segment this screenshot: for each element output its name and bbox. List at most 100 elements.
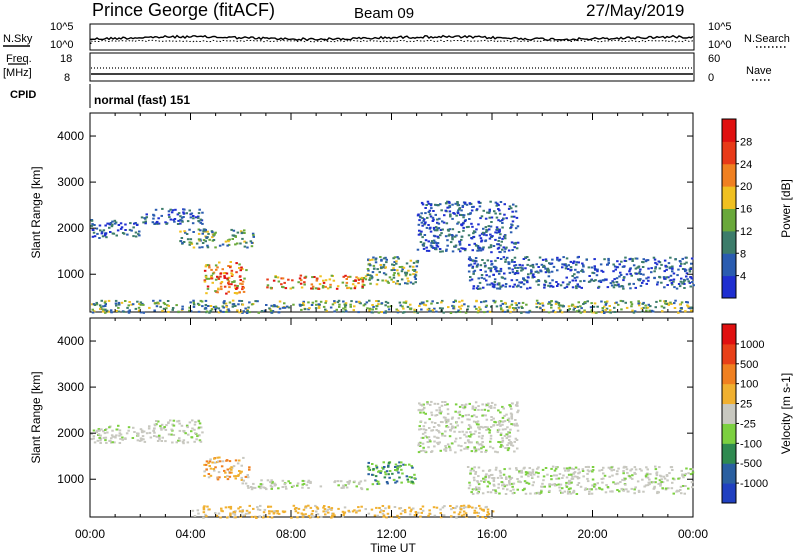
power-cell-6 (480, 239, 484, 242)
power-cell-5 (368, 277, 372, 280)
power-cell-8 (459, 307, 462, 310)
power-cell-4 (287, 278, 290, 281)
power-cell-8 (131, 303, 135, 306)
power-cell-7 (590, 279, 593, 282)
velocity-cell-4 (380, 470, 383, 473)
power-cell-8 (624, 301, 627, 304)
power-cell-7 (665, 265, 669, 268)
velocity-cell-2 (236, 475, 240, 477)
velocity-frame (89, 317, 694, 518)
velocity-cell-4 (387, 473, 390, 476)
velocity-cell-4 (395, 469, 399, 472)
velocity-cell-7 (468, 505, 472, 508)
velocity-cell-5 (450, 427, 454, 430)
velocity-cell-5 (496, 424, 499, 426)
power-cell-6 (487, 211, 491, 214)
power-cell-8 (586, 300, 589, 303)
power-cell-8 (583, 301, 587, 304)
velocity-cell-6 (653, 485, 656, 488)
power-cell-1 (144, 222, 147, 225)
velocity-cell-3 (263, 486, 267, 489)
velocity-cell-5 (501, 428, 505, 431)
velocity-cell-6 (554, 467, 558, 470)
power-cell-1 (199, 218, 203, 221)
velocity-cell-6 (619, 481, 622, 483)
power-cell-2 (204, 228, 207, 231)
velocity-cell-5 (433, 445, 436, 448)
power-colorbar-segment (722, 230, 736, 254)
power-cell-6 (448, 233, 451, 236)
velocity-cell-6 (627, 490, 630, 493)
power-cell-7 (524, 256, 527, 259)
power-cell-6 (478, 246, 481, 249)
velocity-cell-5 (481, 444, 484, 447)
power-cell-6 (472, 230, 476, 233)
power-cell-7 (681, 282, 684, 285)
power-cell-6 (499, 251, 502, 254)
velocity-cell-1 (159, 425, 162, 428)
velocity-cell-6 (504, 493, 508, 495)
power-cell-7 (487, 267, 491, 270)
velocity-cell-5 (487, 402, 490, 405)
power-cell-8 (248, 311, 251, 314)
power-cell-6 (436, 221, 439, 224)
velocity-cell-6 (607, 466, 611, 469)
power-cell-5 (379, 256, 382, 258)
velocity-cell-4 (371, 483, 375, 486)
power-cell-5 (387, 281, 390, 284)
velocity-cell-6 (535, 471, 538, 474)
velocity-cell-7 (427, 514, 430, 517)
power-cell-2 (205, 236, 208, 239)
power-cell-8 (350, 300, 353, 303)
power-cell-7 (529, 272, 533, 275)
velocity-cell-6 (594, 488, 598, 491)
velocity-cell-6 (654, 465, 657, 468)
power-cell-8 (608, 305, 611, 307)
power-cell-7 (576, 256, 580, 259)
velocity-cell-5 (508, 420, 511, 423)
power-cell-7 (467, 258, 471, 261)
power-cell-1 (183, 208, 186, 211)
velocity-cell-7 (294, 507, 298, 509)
power-cell-6 (468, 243, 471, 246)
power-cell-6 (503, 203, 506, 206)
power-cell-5 (413, 270, 416, 272)
power-cell-7 (520, 269, 523, 272)
velocity-cell-6 (646, 476, 650, 479)
power-cell-7 (492, 285, 495, 288)
power-cell-7 (564, 267, 568, 270)
velocity-cell-7 (331, 515, 334, 518)
velocity-cell-7 (254, 515, 257, 518)
velocity-cell-5 (464, 414, 468, 417)
velocity-cell-3 (309, 480, 312, 483)
power-cell-6 (439, 229, 443, 231)
power-cell-6 (489, 225, 493, 228)
power-cell-7 (580, 286, 583, 289)
power-cell-6 (420, 212, 423, 215)
velocity-cell-3 (348, 479, 351, 482)
power-cell-6 (462, 222, 465, 225)
velocity-cell-7 (309, 516, 312, 519)
velocity-cell-6 (503, 485, 507, 488)
velocity-cell-5 (424, 450, 427, 453)
power-ytick-label: 1000 (57, 267, 84, 281)
power-cell-3 (217, 287, 220, 290)
velocity-cell-0 (110, 434, 114, 437)
velocity-cell-5 (462, 406, 465, 409)
power-cell-6 (451, 203, 454, 206)
power-cell-6 (451, 217, 454, 220)
velocity-cell-4 (385, 470, 389, 473)
power-cell-3 (206, 285, 210, 288)
power-cell-2 (190, 242, 194, 245)
power-cell-8 (494, 300, 497, 303)
velocity-cell-4 (387, 465, 390, 468)
velocity-cell-0 (125, 432, 129, 435)
velocity-cell-4 (376, 482, 379, 485)
power-cell-8 (122, 310, 126, 313)
velocity-cell-5 (499, 432, 503, 435)
velocity-cell-6 (542, 475, 546, 478)
power-cell-7 (537, 266, 540, 268)
power-cell-6 (448, 210, 452, 213)
velocity-cell-6 (584, 487, 587, 490)
velocity-cell-6 (567, 490, 570, 493)
